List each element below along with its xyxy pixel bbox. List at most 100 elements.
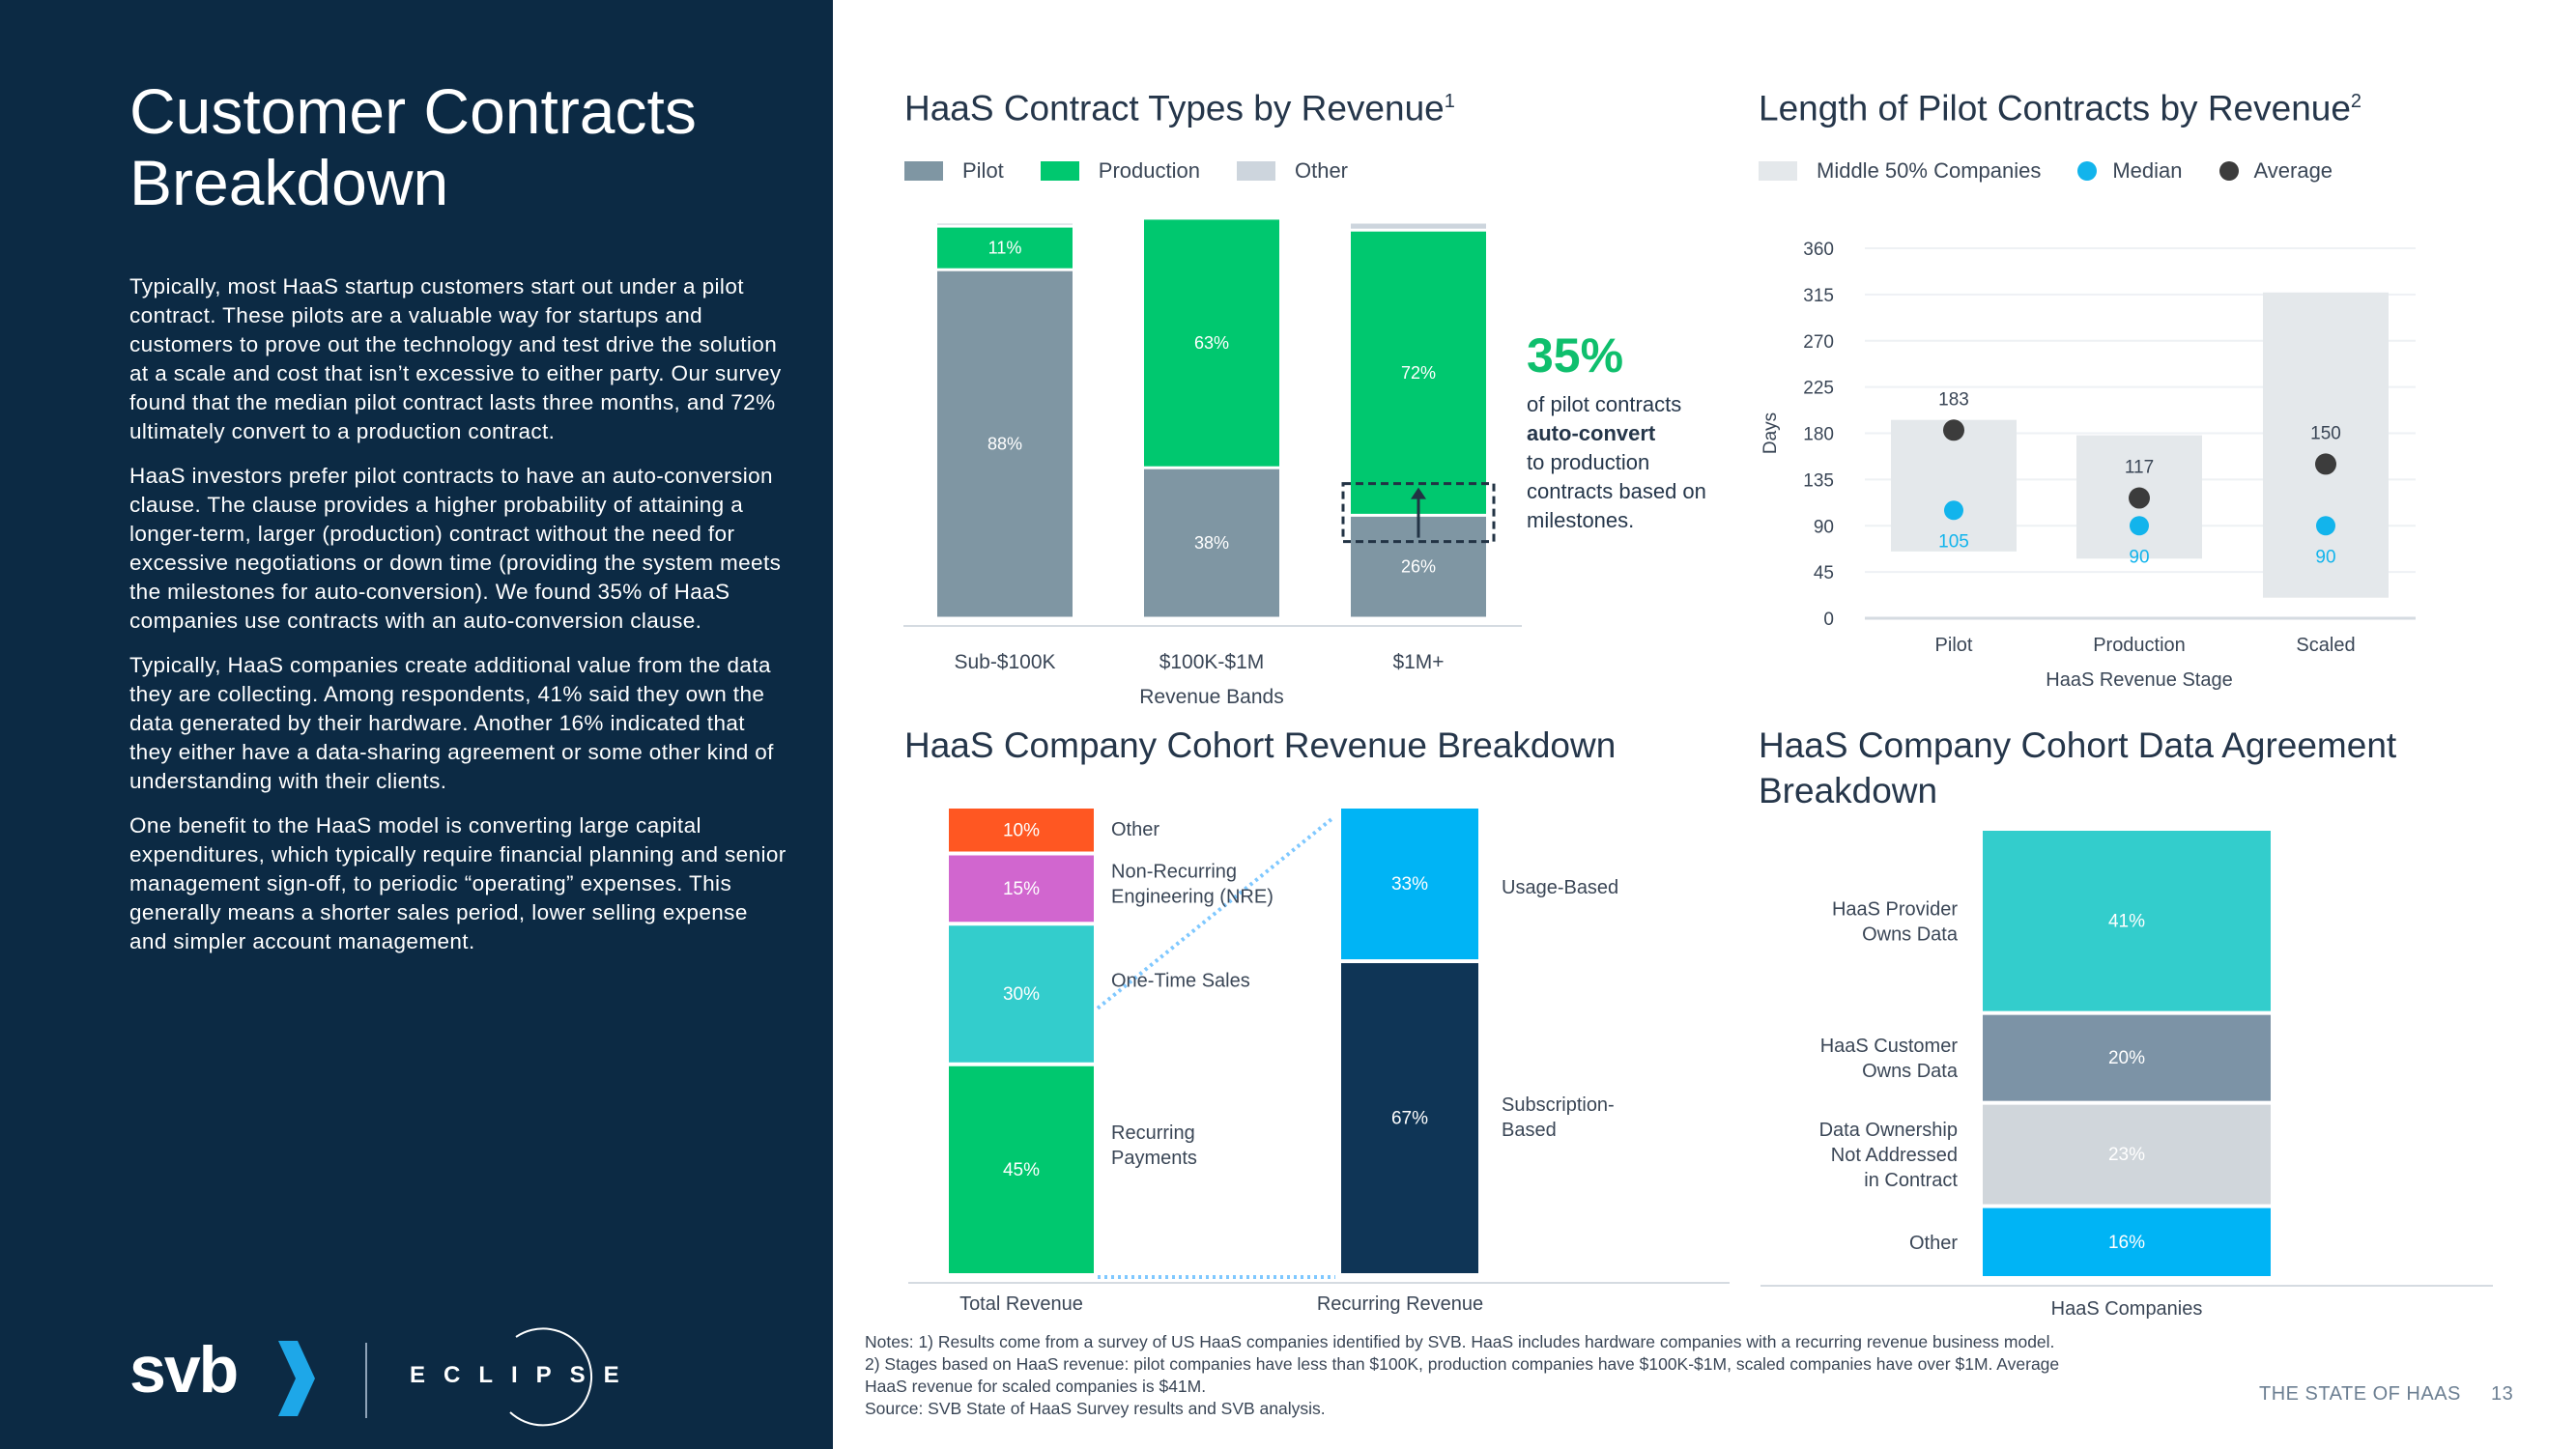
chart2-svg: 0 45 90 135 180 225 270 315 360 Days 183 105 Pilot 11… [1760,240,2416,691]
legend-pilot-swatch [904,161,943,181]
bar-label-pilot-1: 38% [1194,533,1229,553]
agreement-cat-2-line-2: in Contract [1864,1170,1958,1191]
bar-label-production-2: 72% [1401,363,1436,383]
median-dot-0 [1944,500,1963,521]
agreement-cat-2-line-0: Data Ownership [1819,1120,1958,1141]
agreement-seg-label-1: 20% [2108,1048,2145,1068]
logo-divider [365,1343,367,1418]
label-subscription-1: Subscription- [1502,1094,1615,1116]
recurring-seg-label-1: 33% [1391,874,1428,895]
legend-other: Other [1236,158,1348,184]
label-subscription-2: Based [1502,1120,1557,1141]
x-tick-label-1: Production [2093,635,2186,656]
total-seg-label-0: 45% [1003,1160,1040,1180]
median-label-1: 90 [2129,547,2149,567]
chart1-legend: Pilot Production Other [904,158,1385,184]
x-axis-title: HaaS Companies [2051,1298,2203,1320]
legend-middle50: Middle 50% Companies [1759,158,2041,184]
x-tick-label-1: Recurring Revenue [1317,1293,1483,1315]
agreement-cat-3-line-0: Other [1909,1233,1958,1254]
x-tick-label-0: Pilot [1935,635,1973,656]
label-usage: Usage-Based [1502,877,1618,898]
total-seg-label-1: 30% [1003,984,1040,1005]
agreement-cat-1-line-0: HaaS Customer [1820,1036,1959,1057]
legend-average-label: Average [2253,158,2333,183]
legend-pilot: Pilot [904,158,1004,184]
y-tick-label-2: 90 [1814,517,1834,537]
agreement-seg-label-2: 23% [2108,1145,2145,1165]
recurring-seg-0 [1341,963,1478,1273]
paragraph-1: Typically, most HaaS startup customers s… [129,274,782,443]
legend-middle50-swatch [1759,161,1797,181]
total-seg-1 [949,925,1094,1063]
median-dot-2 [2316,516,2335,536]
chart2-title: Length of Pilot Contracts by Revenue2 [1759,79,2361,130]
x-axis-title: HaaS Revenue Stage [2046,669,2232,691]
chart4-title: HaaS Company Cohort Data Agreement Break… [1759,725,2397,810]
range-box-0 [1891,419,2017,552]
legend-average-dot [2218,161,2239,181]
y-tick-label-8: 360 [1803,240,1834,260]
recurring-seg-1 [1341,809,1478,960]
left-panel: Customer Contracts Breakdown Typically, … [0,0,833,1449]
y-tick-label-3: 135 [1803,470,1834,491]
bar-production-1 [1144,219,1279,467]
x-tick-label-2: Scaled [2296,635,2355,656]
bar-production-2 [1351,231,1486,514]
average-label-0: 183 [1938,389,1969,410]
connector-top [1096,817,1333,1010]
label-other: Other [1111,819,1159,840]
bar-other-2 [1351,223,1486,229]
legend-median: Median [2077,158,2183,184]
chart4-svg: 41% HaaS Provider Owns Data 20% HaaS Custome… [1760,831,2493,1320]
total-seg-2 [949,855,1094,923]
legend-production: Production [1040,158,1200,184]
legend-pilot-label: Pilot [962,158,1004,183]
y-tick-label-4: 180 [1803,425,1834,445]
legend-production-swatch [1040,161,1079,181]
range-box-2 [2263,292,2389,598]
agreement-seg-label-0: 41% [2108,911,2145,931]
x-tick-label-1: $100K-$1M [1159,651,1265,673]
legend-other-swatch [1236,161,1275,181]
bar-other-0 [937,223,1073,225]
notes-source: Source: SVB State of HaaS Survey results… [865,1399,1326,1418]
bar-label-pilot-0: 88% [987,435,1022,454]
logos: svb ECLIPSE [129,1321,632,1428]
bar-label-production-0: 11% [988,239,1022,258]
total-seg-label-3: 10% [1003,820,1040,840]
bar-pilot-0 [937,270,1073,617]
legend-average: Average [2218,158,2333,184]
agreement-cat-0-line-0: HaaS Provider [1832,898,1958,920]
bar-label-production-1: 63% [1194,333,1229,353]
label-nre-2: Engineering (NRE) [1111,887,1274,908]
bar-label-pilot-2: 26% [1401,557,1436,577]
agreement-cat-1-line-1: Owns Data [1862,1061,1959,1082]
average-dot-0 [1943,419,1964,441]
label-recurring-1: Recurring [1111,1122,1195,1144]
chart3-title: HaaS Company Cohort Revenue Breakdown [904,725,1617,765]
notes-line1: Notes: 1) Results come from a survey of … [865,1332,2060,1396]
x-tick-label-0: Total Revenue [959,1293,1083,1315]
callout-big-number: 35% [1527,328,1624,383]
agreement-seg-2 [1983,1104,2271,1205]
chart1-svg: 88% 11% Sub-$100K 38% 63% $100K-$1M 26% 72% $1M+… [903,219,1522,708]
body-text: Typically, most HaaS startup customers s… [129,272,787,972]
bar-pilot-1 [1144,469,1279,617]
median-label-0: 105 [1938,531,1969,552]
median-dot-1 [2130,516,2149,536]
label-one-time: One-Time Sales [1111,970,1250,991]
eclipse-logo: ECLIPSE [410,1362,638,1388]
agreement-seg-0 [1983,831,2271,1011]
paragraph-3: Typically, HaaS companies create additio… [129,653,774,793]
average-dot-2 [2315,453,2336,475]
x-tick-label-0: Sub-$100K [954,651,1055,673]
page-title: Customer Contracts Breakdown [129,75,697,218]
legend-production-label: Production [1098,158,1200,183]
x-axis-title: Revenue Bands [1139,686,1283,708]
highlight-arrow-head [1411,487,1426,499]
highlight-box [1341,482,1496,544]
callout-text: of pilot contracts auto-convert to produ… [1527,390,1734,535]
page-number: 13 [2491,1383,2514,1405]
agreement-seg-1 [1983,1014,2271,1101]
